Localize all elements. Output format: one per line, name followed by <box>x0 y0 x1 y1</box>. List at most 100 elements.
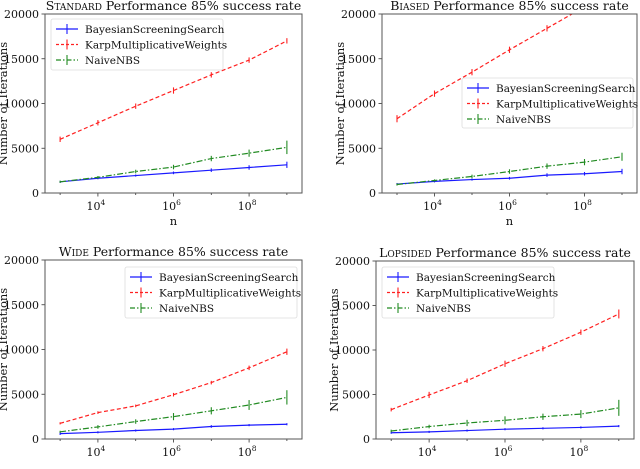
legend: BayesianScreeningSearch KarpMultiplicativ… <box>50 18 227 71</box>
x-tick-exponent: 4 <box>432 444 437 453</box>
chart-panel-standard: Standard Performance 85% success rate 0 50… <box>0 0 303 228</box>
legend-label: KarpMultiplicativeWeights <box>85 40 227 52</box>
x-tick-label: 106 <box>162 444 181 459</box>
x-tick-exponent: 6 <box>176 198 181 207</box>
x-axis-label: n <box>170 214 178 228</box>
y-tick-label: 5000 <box>342 389 370 402</box>
y-tick-label: 20000 <box>341 8 376 21</box>
y-tick-label: 20000 <box>4 254 39 267</box>
y-tick-label: 0 <box>32 187 39 200</box>
chart-title-rest: Performance 85% success rate <box>102 0 301 13</box>
x-tick-exponent: 6 <box>512 198 517 207</box>
x-tick-exponent: 8 <box>252 444 257 453</box>
y-tick-label: 10000 <box>4 98 39 111</box>
x-tick-label: 104 <box>87 444 106 459</box>
y-tick-label: 15000 <box>4 53 39 66</box>
y-tick-label: 5000 <box>348 142 376 155</box>
y-axis-label: Number of Iterations <box>327 288 341 411</box>
legend-box <box>50 18 224 71</box>
legend-label: KarpMultiplicativeWeights <box>496 99 638 111</box>
chart-title-style: Wide <box>59 244 89 259</box>
legend-label: NaiveNBS <box>496 114 551 126</box>
axes-frame <box>44 259 303 440</box>
plot-area <box>390 309 620 434</box>
x-tick-exponent: 4 <box>101 198 106 207</box>
axes-frame <box>381 13 638 194</box>
chart-title-style: Standard <box>46 0 102 13</box>
chart-title-style: Biased <box>390 0 429 13</box>
legend-label: BayesianScreeningSearch <box>416 272 556 284</box>
legend-box <box>461 77 634 129</box>
chart-title-rest: Performance 85% success rate <box>432 245 631 260</box>
chart-title: Biased Performance 85% success rate <box>390 0 629 13</box>
y-tick-label: 10000 <box>335 344 370 357</box>
y-axis-label: Number of Iterations <box>333 42 347 165</box>
legend-label: BayesianScreeningSearch <box>159 272 299 284</box>
y-tick-label: 10000 <box>4 344 39 357</box>
y-tick-label: 0 <box>363 433 370 446</box>
plot-area <box>59 348 288 435</box>
axes-frame <box>375 260 635 440</box>
x-tick-label: 108 <box>573 198 592 213</box>
legend-label: KarpMultiplicativeWeights <box>159 288 301 300</box>
series-line-naivenbs <box>60 146 287 183</box>
x-axis-label: n <box>501 460 509 465</box>
legend: BayesianScreeningSearch KarpMultiplicativ… <box>381 266 558 319</box>
legend-label: NaiveNBS <box>416 303 471 315</box>
x-tick-exponent: 8 <box>587 198 592 207</box>
x-tick-label: 104 <box>423 198 442 213</box>
x-tick-exponent: 8 <box>583 444 588 453</box>
y-axis-label: Number of Iterations <box>0 42 10 165</box>
axes-frame <box>44 13 303 194</box>
x-tick-label: 104 <box>418 444 437 459</box>
x-tick-label: 106 <box>498 198 517 213</box>
y-tick-label: 0 <box>369 187 376 200</box>
x-tick-label: 108 <box>238 198 257 213</box>
chart-panel-lopsided: Lopsided Performance 85% success rate 0 50… <box>327 245 635 469</box>
x-tick-label: 108 <box>238 444 257 459</box>
y-tick-label: 15000 <box>335 300 370 313</box>
x-axis-label: n <box>170 460 178 465</box>
legend-label: KarpMultiplicativeWeights <box>416 288 558 300</box>
y-tick-label: 5000 <box>11 388 39 401</box>
y-tick-label: 10000 <box>341 98 376 111</box>
y-tick-label: 15000 <box>4 299 39 312</box>
y-tick-label: 0 <box>32 433 39 446</box>
legend-label: BayesianScreeningSearch <box>496 83 636 95</box>
y-tick-label: 20000 <box>4 8 39 21</box>
y-tick-label: 20000 <box>335 255 370 268</box>
chart-title-rest: Performance 85% success rate <box>429 0 628 13</box>
plot-area <box>59 38 288 183</box>
chart-title-style: Lopsided <box>379 245 431 260</box>
plot-area <box>396 14 623 186</box>
x-tick-label: 104 <box>87 198 106 213</box>
legend-label: NaiveNBS <box>85 55 140 67</box>
chart-panel-wide: Wide Performance 85% success rate 0 5000 10… <box>0 244 303 469</box>
legend: BayesianScreeningSearch KarpMultiplicativ… <box>124 266 301 319</box>
legend-label: NaiveNBS <box>159 303 214 315</box>
y-axis-label: Number of Iterations <box>0 288 10 411</box>
chart-panel-biased: Biased Performance 85% success rate 0 5000… <box>333 0 638 228</box>
x-tick-exponent: 6 <box>508 444 513 453</box>
y-tick-label: 15000 <box>341 53 376 66</box>
x-tick-label: 106 <box>162 198 181 213</box>
x-tick-label: 106 <box>494 444 513 459</box>
y-tick-label: 5000 <box>11 142 39 155</box>
chart-title: Wide Performance 85% success rate <box>59 244 289 259</box>
x-tick-exponent: 4 <box>437 198 442 207</box>
x-tick-exponent: 4 <box>101 444 106 453</box>
x-tick-label: 108 <box>569 444 588 459</box>
x-tick-exponent: 6 <box>176 444 181 453</box>
series-line-karpmultiplicativeweights <box>59 351 288 424</box>
legend: BayesianScreeningSearch KarpMultiplicativ… <box>461 77 638 129</box>
legend-label: BayesianScreeningSearch <box>85 24 225 36</box>
x-tick-exponent: 8 <box>252 198 257 207</box>
legend-box <box>124 266 298 319</box>
x-axis-label: n <box>506 214 514 228</box>
chart-title: Lopsided Performance 85% success rate <box>379 245 631 260</box>
chart-title: Standard Performance 85% success rate <box>46 0 301 13</box>
legend-box <box>381 266 555 319</box>
chart-title-rest: Performance 85% success rate <box>89 244 288 259</box>
